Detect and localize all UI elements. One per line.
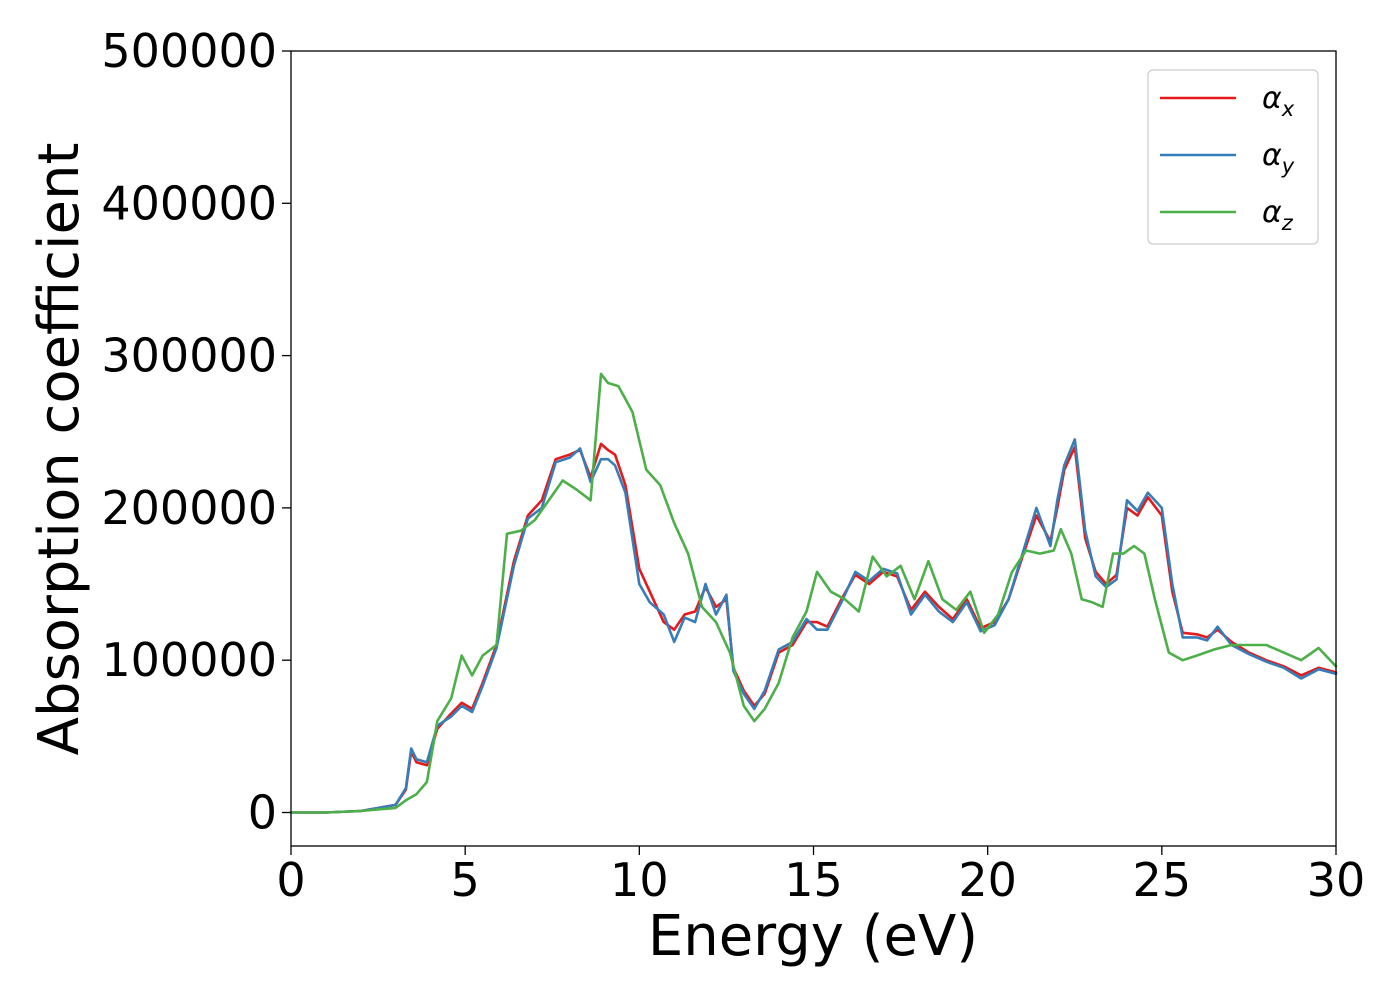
x-tick-label: 0 [276,853,305,907]
y-tick-label: 0 [248,785,277,839]
ticks-layer: 0 5 10 15 20 25 30 0 100000 200000 300000 400000 500… [101,24,1365,907]
series-line-x [289,442,1338,814]
legend-box [1147,69,1319,245]
legend-label-y: αy [1262,138,1295,178]
x-tick-label: 15 [784,853,843,907]
legend: αx αy αz [1147,69,1319,245]
x-axis-title: Energy (eV) [648,904,978,969]
legend-label-x: αx [1262,81,1295,121]
y-tick-label: 300000 [101,329,277,383]
y-tick-label: 100000 [101,633,277,687]
legend-label-z: αz [1262,195,1294,235]
x-tick-label: 30 [1307,853,1366,907]
series-line-z [289,372,1338,814]
y-tick-label: 500000 [101,24,277,78]
y-tick-label: 400000 [101,176,277,230]
x-tick-label: 25 [1133,853,1192,907]
y-axis-title: Absorption coefficient [27,143,92,756]
x-tick-label: 20 [958,853,1017,907]
y-tick-label: 200000 [101,481,277,535]
series-line-y [289,438,1338,814]
x-tick-label: 5 [451,853,480,907]
x-tick-label: 10 [610,853,669,907]
series-layer [289,372,1338,814]
